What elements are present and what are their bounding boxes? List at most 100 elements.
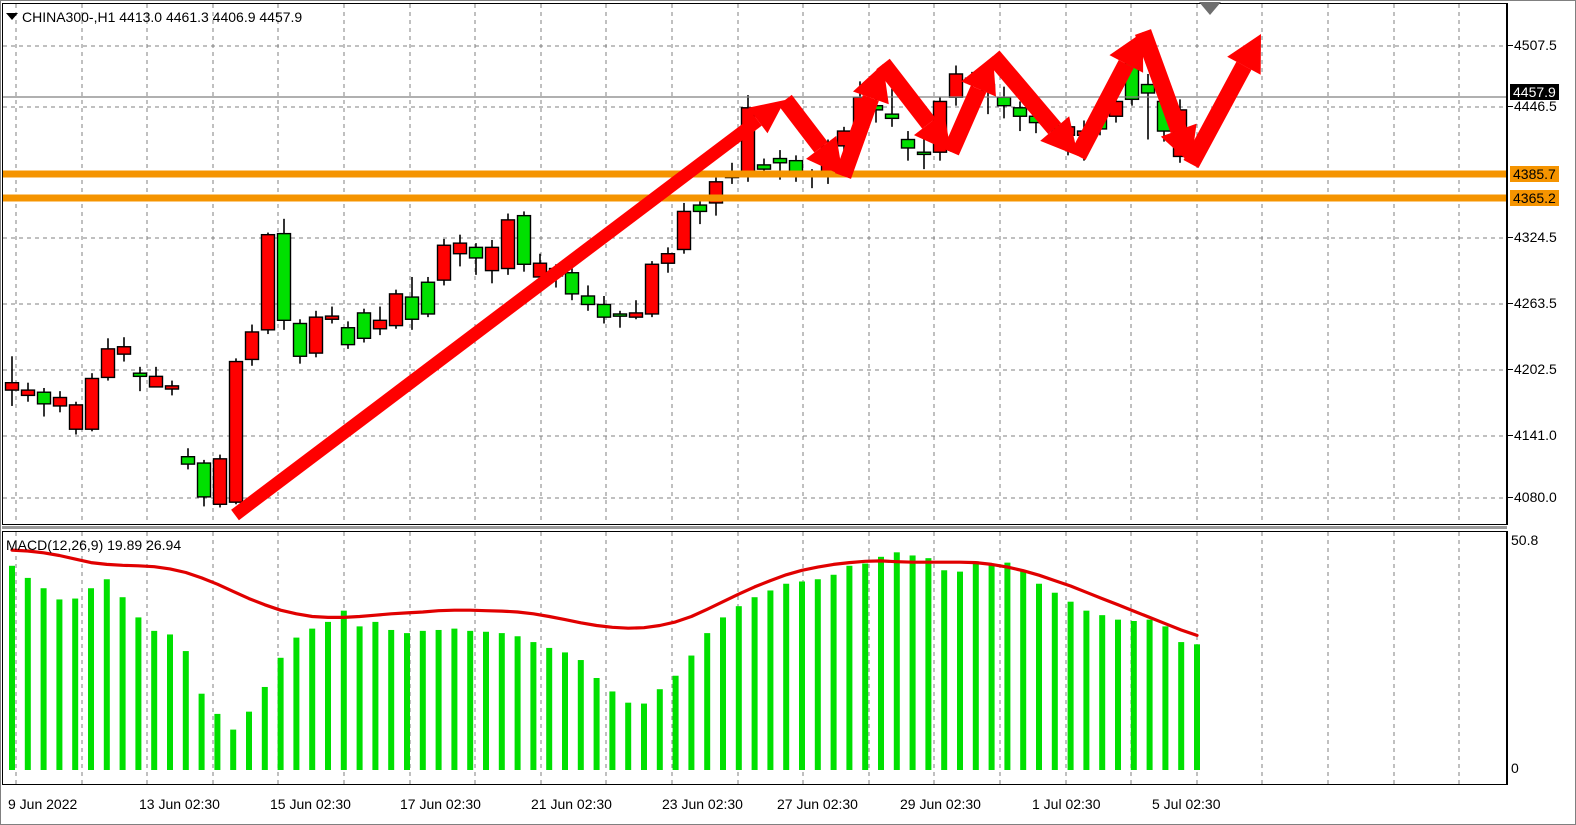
forecast-up-arrow[interactable] bbox=[1183, 34, 1261, 169]
marker-triangle-down-icon bbox=[1199, 2, 1221, 15]
arrow-shaft bbox=[986, 50, 1062, 135]
candle-body bbox=[596, 303, 612, 318]
candlestick[interactable] bbox=[84, 373, 100, 432]
macd-scale-axis[interactable]: 50.8 0 bbox=[1507, 531, 1575, 785]
macd-histogram-bar bbox=[103, 579, 110, 770]
macd-histogram-bar bbox=[672, 675, 679, 770]
candlestick[interactable] bbox=[388, 289, 404, 329]
macd-histogram-bar bbox=[814, 579, 821, 770]
zigzag-down-2[interactable] bbox=[876, 58, 951, 152]
candlestick[interactable] bbox=[468, 243, 484, 275]
price-scale-axis[interactable]: 4507.5 4457.9 4446.5 4385.7 4365.2 4324.5 4263… bbox=[1507, 3, 1575, 525]
candlestick[interactable] bbox=[452, 234, 468, 267]
candle-body bbox=[612, 313, 628, 317]
candle-body bbox=[228, 360, 244, 503]
price-chart-panel[interactable] bbox=[2, 3, 1507, 525]
candlestick[interactable] bbox=[324, 306, 340, 324]
candlestick[interactable] bbox=[276, 218, 292, 330]
candlestick[interactable] bbox=[116, 337, 132, 362]
candlestick[interactable] bbox=[372, 306, 388, 336]
candlestick[interactable] bbox=[660, 247, 676, 273]
macd-histogram-bar bbox=[893, 552, 900, 770]
candle-body bbox=[372, 319, 388, 330]
price-level-tag[interactable]: 4385.7 bbox=[1510, 166, 1559, 182]
candlestick[interactable] bbox=[180, 448, 196, 470]
candlestick[interactable] bbox=[628, 300, 644, 320]
candlestick[interactable] bbox=[564, 268, 580, 301]
candlestick[interactable] bbox=[356, 308, 372, 343]
price-axis-tick bbox=[1508, 497, 1513, 498]
macd-histogram-bar bbox=[577, 660, 584, 770]
candle-body bbox=[260, 233, 276, 331]
candlestick[interactable] bbox=[292, 319, 308, 364]
time-axis-tick-label: 27 Jun 02:30 bbox=[777, 796, 858, 812]
arrow-shaft bbox=[876, 58, 936, 129]
candlestick[interactable] bbox=[340, 321, 356, 349]
candlestick[interactable] bbox=[436, 238, 452, 286]
macd-histogram-bar bbox=[56, 599, 63, 770]
candlestick[interactable] bbox=[36, 387, 52, 417]
triangle-down-icon[interactable] bbox=[6, 13, 18, 20]
candlestick[interactable] bbox=[532, 253, 548, 282]
candle-body bbox=[772, 157, 788, 164]
candlestick[interactable] bbox=[132, 366, 148, 392]
candlestick[interactable] bbox=[260, 232, 276, 335]
candlestick[interactable] bbox=[164, 380, 180, 396]
zigzag-down-4[interactable] bbox=[1135, 29, 1197, 164]
current-price-tag[interactable]: 4457.9 bbox=[1510, 84, 1559, 100]
candlestick[interactable] bbox=[68, 401, 84, 435]
candlestick[interactable] bbox=[596, 295, 612, 324]
candlestick[interactable] bbox=[196, 459, 212, 507]
candlestick[interactable] bbox=[516, 211, 532, 272]
arrow-shaft bbox=[834, 95, 879, 179]
macd-canvas[interactable] bbox=[3, 532, 1506, 784]
macd-histogram-bar bbox=[941, 570, 948, 770]
candle-body bbox=[660, 253, 676, 264]
zigzag-up-3[interactable] bbox=[1070, 32, 1144, 160]
candlestick[interactable] bbox=[884, 88, 900, 127]
candlestick[interactable] bbox=[420, 276, 436, 318]
macd-histogram-bar bbox=[404, 633, 410, 770]
candlestick[interactable] bbox=[1012, 101, 1028, 132]
candlestick[interactable] bbox=[900, 131, 916, 161]
candlestick[interactable] bbox=[580, 285, 596, 311]
candlestick[interactable] bbox=[308, 310, 324, 358]
candlestick[interactable] bbox=[100, 338, 116, 381]
candlestick[interactable] bbox=[676, 202, 692, 254]
candlestick[interactable] bbox=[484, 239, 500, 284]
zigzag-down-3[interactable] bbox=[986, 50, 1078, 156]
candlestick[interactable] bbox=[788, 155, 804, 182]
candle-body bbox=[404, 296, 420, 320]
macd-histogram-bar bbox=[1036, 583, 1042, 770]
zigzag-up-1[interactable] bbox=[834, 64, 889, 179]
time-scale-axis[interactable]: 9 Jun 2022 13 Jun 02:30 15 Jun 02:30 17 Jun… bbox=[2, 786, 1575, 823]
candlestick[interactable] bbox=[996, 86, 1012, 119]
macd-histogram-bar bbox=[246, 711, 252, 770]
candlestick[interactable] bbox=[1140, 73, 1156, 140]
candlestick[interactable] bbox=[644, 261, 660, 318]
macd-histogram-bar bbox=[498, 633, 505, 770]
macd-indicator-panel[interactable] bbox=[2, 531, 1507, 785]
candlestick[interactable] bbox=[212, 454, 228, 508]
candlestick[interactable] bbox=[612, 310, 628, 328]
candlestick[interactable] bbox=[4, 356, 20, 406]
main-uptrend-arrow[interactable] bbox=[231, 100, 785, 521]
price-level-tag[interactable]: 4365.2 bbox=[1510, 190, 1559, 206]
candlestick[interactable] bbox=[228, 358, 244, 505]
zigzag-down-1[interactable] bbox=[778, 94, 843, 176]
price-chart-canvas[interactable] bbox=[3, 4, 1506, 524]
zigzag-up-2[interactable] bbox=[943, 56, 996, 156]
macd-histogram-bar bbox=[214, 713, 221, 770]
price-axis-tick bbox=[1508, 303, 1513, 304]
candlestick[interactable] bbox=[148, 366, 164, 388]
candlestick[interactable] bbox=[20, 382, 36, 402]
candle-body bbox=[276, 232, 292, 322]
macd-histogram-bar bbox=[751, 597, 758, 770]
candlestick[interactable] bbox=[404, 276, 420, 330]
candlestick[interactable] bbox=[52, 391, 68, 413]
candlestick[interactable] bbox=[948, 65, 964, 106]
candlestick[interactable] bbox=[244, 324, 260, 366]
candlestick[interactable] bbox=[500, 213, 516, 275]
candle-body bbox=[196, 462, 212, 498]
arrow-head bbox=[1040, 116, 1078, 156]
